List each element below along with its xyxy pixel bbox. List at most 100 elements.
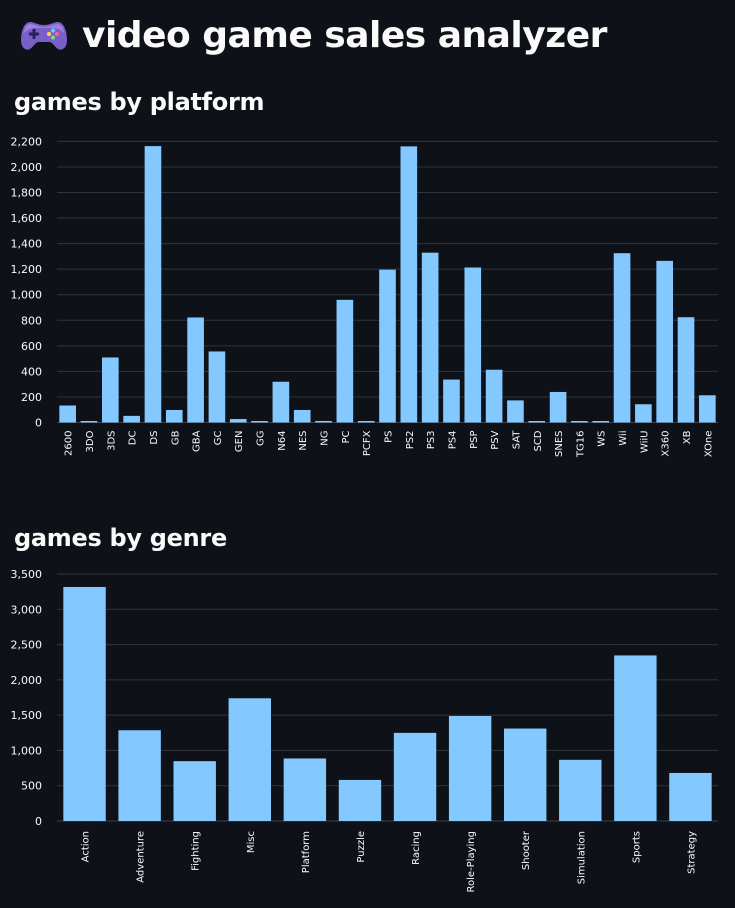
- x-tick-label: Puzzle: [356, 831, 367, 863]
- y-tick-label: 1,000: [11, 744, 43, 757]
- x-tick-label: PSV: [490, 430, 501, 449]
- x-tick-label: 3DS: [106, 431, 117, 451]
- bar-gen[interactable]: [229, 419, 247, 423]
- app-title-text: video game sales analyzer: [82, 14, 607, 56]
- y-tick-label: 500: [21, 780, 42, 793]
- bar-ps3[interactable]: [421, 252, 439, 423]
- x-tick-label: Simulation: [576, 831, 587, 884]
- bar-snes[interactable]: [549, 391, 567, 423]
- bar-pcfx[interactable]: [357, 421, 375, 423]
- bar-xb[interactable]: [677, 317, 695, 423]
- x-tick-label: PC: [341, 430, 352, 443]
- x-tick-label: Action: [81, 831, 92, 862]
- x-tick-label: Wii: [618, 431, 629, 446]
- bar-pc[interactable]: [336, 299, 354, 423]
- bar-wiiu[interactable]: [635, 404, 652, 423]
- bar-scd[interactable]: [528, 421, 546, 423]
- x-tick-label: Racing: [411, 831, 422, 865]
- x-tick-label: PS3: [426, 431, 437, 450]
- platform-chart-title: games by platform: [14, 88, 265, 116]
- bar-fighting[interactable]: [173, 761, 216, 821]
- bar-puzzle[interactable]: [338, 779, 382, 821]
- app-title: video game sales analyzer: [20, 10, 607, 60]
- bar-xone[interactable]: [699, 395, 716, 423]
- x-tick-label: Shooter: [521, 830, 532, 870]
- y-tick-label: 200: [21, 391, 42, 404]
- x-tick-label: Strategy: [686, 831, 697, 874]
- x-tick-label: X360: [661, 431, 672, 457]
- x-tick-label: XB: [682, 430, 693, 444]
- y-tick-label: 3,000: [11, 603, 43, 616]
- genre-chart-title: games by genre: [14, 524, 227, 552]
- y-tick-label: 400: [21, 365, 42, 378]
- x-tick-label: WiiU: [639, 431, 650, 454]
- bar-ng[interactable]: [315, 420, 332, 423]
- x-tick-label: GG: [256, 431, 267, 447]
- bar-n64[interactable]: [272, 381, 290, 423]
- bar-role-playing[interactable]: [448, 715, 492, 821]
- bar-3do[interactable]: [80, 421, 98, 423]
- y-tick-label: 3,500: [11, 568, 43, 581]
- bar-racing[interactable]: [393, 732, 437, 821]
- bar-psp[interactable]: [464, 267, 482, 423]
- y-tick-label: 800: [21, 314, 42, 327]
- x-tick-label: Role-Playing: [466, 831, 477, 892]
- bar-3ds[interactable]: [101, 357, 119, 423]
- bar-psv[interactable]: [485, 369, 503, 423]
- bar-gb[interactable]: [165, 409, 183, 423]
- bar-platform[interactable]: [283, 758, 327, 821]
- x-tick-label: PS2: [405, 431, 416, 450]
- x-tick-label: NES: [298, 431, 309, 451]
- x-tick-label: DC: [128, 430, 139, 445]
- bar-simulation[interactable]: [559, 759, 602, 821]
- bar-gba[interactable]: [187, 317, 204, 423]
- x-tick-label: Sports: [631, 831, 642, 863]
- x-tick-label: WS: [597, 431, 608, 447]
- x-tick-label: XOne: [703, 431, 714, 458]
- bar-action[interactable]: [63, 586, 106, 821]
- y-tick-label: 1,800: [11, 187, 43, 200]
- x-tick-label: PS4: [447, 431, 458, 450]
- bar-2600[interactable]: [59, 405, 76, 423]
- x-tick-label: GB: [170, 430, 181, 445]
- y-tick-label: 0: [35, 815, 42, 828]
- x-tick-label: Adventure: [136, 831, 147, 883]
- bar-adventure[interactable]: [118, 730, 161, 821]
- x-tick-label: GEN: [234, 431, 245, 453]
- bar-shooter[interactable]: [504, 728, 547, 821]
- bar-ps2[interactable]: [400, 146, 418, 423]
- x-tick-label: GC: [213, 430, 224, 445]
- bar-ws[interactable]: [592, 421, 610, 423]
- bar-sports[interactable]: [614, 655, 657, 821]
- x-tick-label: DS: [149, 431, 160, 445]
- bar-ds[interactable]: [144, 146, 162, 423]
- genre-bar-chart[interactable]: 0 500 1,000 1,500 2,000 2,500 3,000 3,500 Action…: [0, 565, 735, 908]
- bar-strategy[interactable]: [669, 772, 712, 821]
- y-tick-label: 1,600: [11, 212, 43, 225]
- x-tick-label: N64: [277, 431, 288, 451]
- x-tick-label: SAT: [511, 430, 522, 450]
- game-controller-icon: [21, 22, 67, 50]
- bar-misc[interactable]: [228, 698, 271, 821]
- bar-gg[interactable]: [251, 421, 268, 423]
- bar-ps[interactable]: [379, 269, 396, 423]
- bar-wii[interactable]: [613, 253, 631, 423]
- x-tick-label: NG: [320, 431, 331, 446]
- x-tick-label: SNES: [554, 431, 565, 458]
- bar-dc[interactable]: [123, 415, 140, 423]
- platform-bar-chart[interactable]: 0 200 400 600 800 1,000 1,200 1,400 1,600 1,800 2,…: [0, 125, 735, 490]
- x-tick-label: GBA: [192, 430, 203, 452]
- x-tick-label: PSP: [469, 431, 480, 449]
- x-tick-label: SCD: [533, 430, 544, 451]
- bar-gc[interactable]: [208, 351, 226, 423]
- x-tick-label: Fighting: [191, 831, 202, 871]
- y-tick-label: 1,200: [11, 263, 43, 276]
- bar-nes[interactable]: [293, 409, 311, 423]
- bar-x360[interactable]: [656, 260, 674, 423]
- x-tick-label: 2600: [64, 431, 75, 456]
- bar-sat[interactable]: [507, 400, 524, 423]
- bar-tg16[interactable]: [571, 421, 588, 423]
- bar-ps4[interactable]: [443, 379, 460, 423]
- x-tick-label: PCFX: [362, 430, 373, 456]
- y-tick-label: 2,500: [11, 639, 43, 652]
